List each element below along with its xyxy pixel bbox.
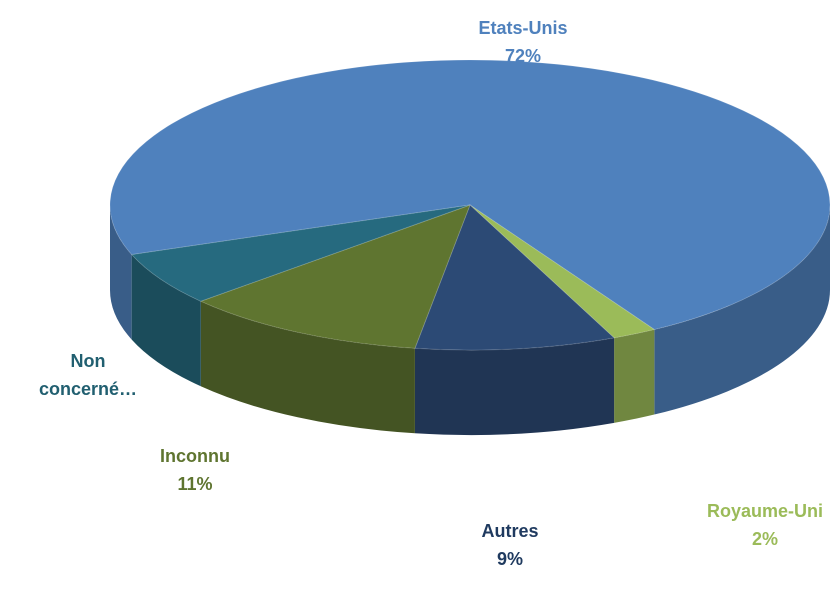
slice <box>414 204 616 351</box>
slice <box>130 204 471 302</box>
slice <box>469 204 656 339</box>
data-label: Royaume-Uni 2% <box>685 497 832 553</box>
pie-sides <box>110 205 830 436</box>
slice-side <box>110 205 132 340</box>
data-label: Non concerné… <box>33 347 143 403</box>
value-label: 11% <box>177 474 213 494</box>
slice <box>109 59 831 331</box>
slice-side <box>200 301 415 434</box>
data-label: Etats-Unis 72% <box>443 14 603 70</box>
category-label: Inconnu <box>160 446 230 466</box>
slice <box>199 204 471 349</box>
value-label: 2% <box>751 529 778 549</box>
data-label: Inconnu 11% <box>115 442 275 498</box>
slice-side <box>654 205 830 415</box>
slice-side <box>131 254 201 387</box>
slice-side <box>414 337 615 436</box>
pie-tops <box>109 59 831 351</box>
value-label: 9% <box>496 549 523 569</box>
value-label: 72% <box>504 46 542 66</box>
category-label: Non concerné… <box>38 351 138 399</box>
slice-side <box>614 329 655 423</box>
category-label: Royaume-Uni <box>706 501 823 521</box>
category-label: Autres <box>481 521 539 541</box>
category-label: Etats-Unis <box>478 18 568 38</box>
data-label: Autres 9% <box>430 517 590 573</box>
